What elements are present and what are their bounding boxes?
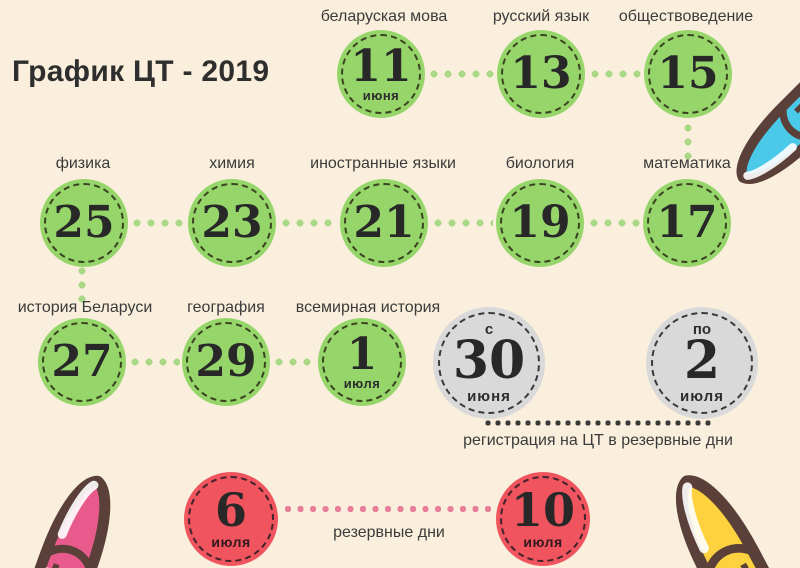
page-title: График ЦТ - 2019: [12, 55, 270, 88]
registration-connector-dots: [483, 420, 713, 426]
exam-day: 23: [201, 197, 263, 249]
reserve-day: 6: [214, 483, 247, 538]
subject-label: всемирная история: [295, 299, 441, 316]
subject-label: физика: [55, 155, 111, 172]
exam-day: 1: [346, 328, 378, 380]
exam-day: 27: [51, 336, 113, 388]
exam-day: 21: [353, 197, 415, 249]
connector-dots: [684, 121, 692, 161]
connector-dots: [128, 358, 180, 366]
registration-month: июля: [680, 387, 724, 405]
exam-date-circle: 27: [38, 318, 126, 406]
subject-label: биология: [505, 155, 575, 172]
subject-label: математика: [643, 155, 731, 172]
reserve-day-circle: 10 июля: [496, 472, 590, 566]
exam-month: июня: [362, 88, 400, 104]
connector-dots: [431, 219, 493, 227]
exam-day: 15: [657, 48, 719, 100]
registration-day: 2: [683, 330, 721, 392]
reserve-month: июля: [211, 533, 251, 550]
exam-day: 29: [195, 336, 257, 388]
connector-dots: [130, 219, 186, 227]
connector-dots: [588, 70, 642, 78]
reserve-day-circle: 6 июля: [184, 472, 278, 566]
registration-prefix: с: [484, 321, 494, 339]
connector-dots: [587, 219, 641, 227]
pink-pencil-icon: [0, 475, 111, 568]
reserve-connector-dots: [282, 505, 496, 513]
exam-date-circle: 23: [188, 179, 276, 267]
exam-date-circle: 11 июня: [337, 30, 425, 118]
subject-label: история Беларуси: [17, 299, 153, 316]
registration-start-circle: с 30 июня: [433, 307, 545, 419]
registration-day: 30: [452, 330, 526, 392]
connector-dots: [279, 219, 338, 227]
exam-date-circle: 25: [40, 179, 128, 267]
connector-dots: [78, 264, 86, 306]
registration-prefix: по: [692, 321, 712, 339]
cyan-pencil-icon: [736, 0, 800, 184]
subject-label: химия: [209, 155, 255, 172]
yellow-pencil-icon: [676, 475, 800, 568]
exam-date-circle: 19: [496, 179, 584, 267]
reserve-day: 10: [510, 483, 575, 538]
registration-end-circle: по 2 июля: [646, 307, 758, 419]
exam-date-circle: 15: [644, 30, 732, 118]
exam-date-circle: 17: [643, 179, 731, 267]
connector-dots: [272, 358, 316, 366]
exam-day: 17: [656, 197, 718, 249]
registration-month: июня: [467, 387, 511, 405]
connector-dots: [427, 70, 495, 78]
exam-month: июля: [343, 376, 381, 392]
exam-day: 25: [53, 197, 115, 249]
exam-date-circle: 21: [340, 179, 428, 267]
reserve-caption: резервные дни: [333, 524, 445, 541]
exam-date-circle: 29: [182, 318, 270, 406]
exam-date-circle: 13: [497, 30, 585, 118]
subject-label: русский язык: [492, 8, 590, 25]
exam-date-circle: 1 июля: [318, 318, 406, 406]
subject-label: обществоведение: [618, 8, 754, 25]
exam-day: 13: [510, 48, 572, 100]
exam-day: 19: [509, 197, 571, 249]
registration-caption: регистрация на ЦТ в резервные дни: [463, 432, 733, 449]
subject-label: география: [187, 299, 265, 316]
subject-label: иностранные языки: [310, 155, 456, 172]
exam-day: 11: [350, 40, 412, 92]
reserve-month: июля: [523, 533, 563, 550]
subject-label: беларуская мова: [320, 8, 448, 25]
